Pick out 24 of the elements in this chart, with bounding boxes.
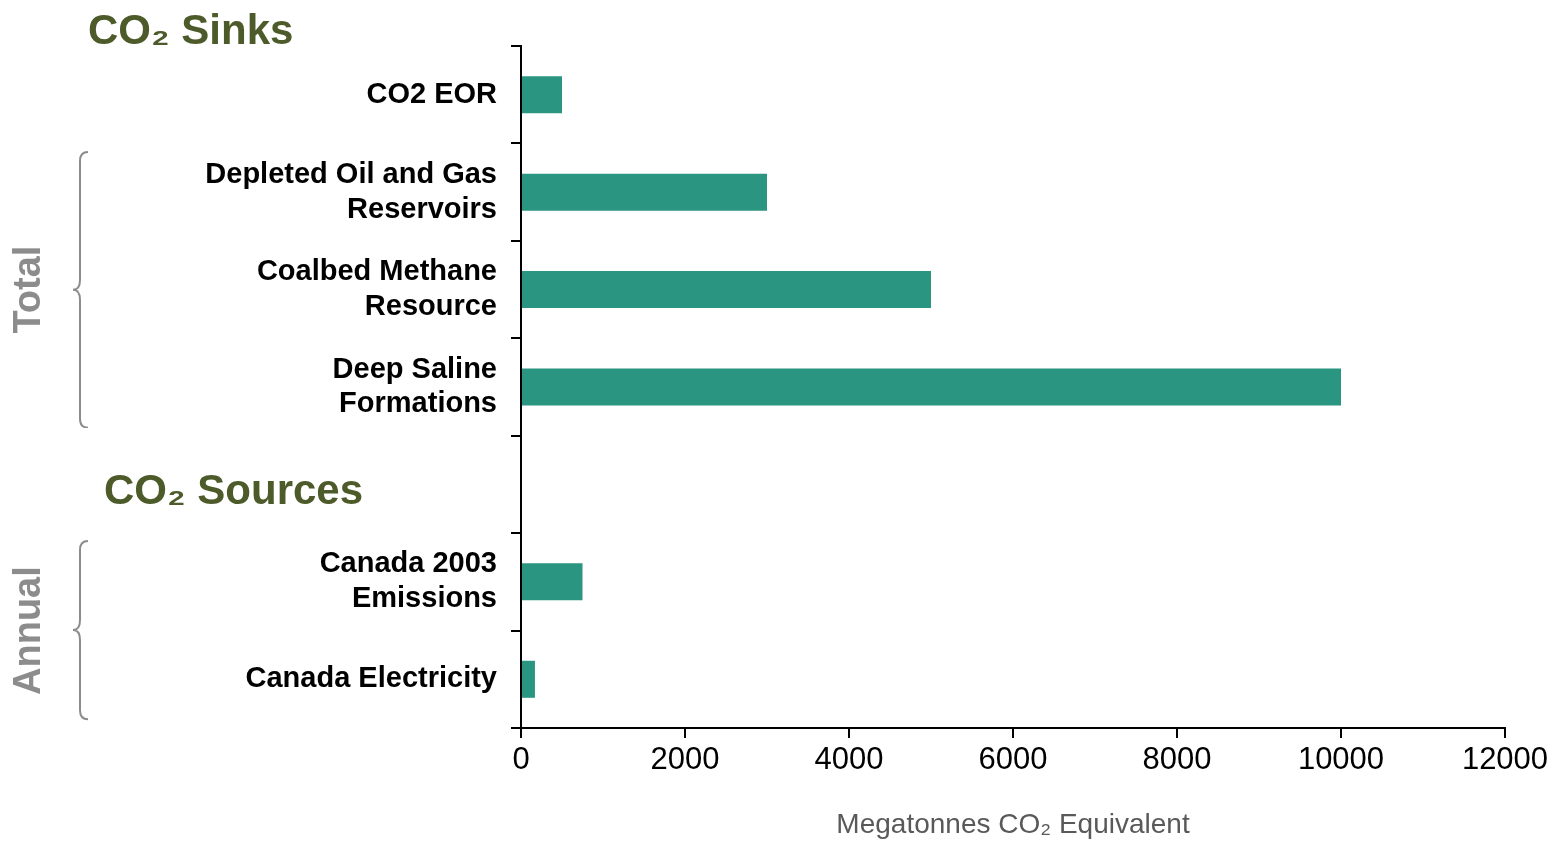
text: CO₂ Sources [104,466,364,514]
x-tick-label: 4000 [814,741,884,777]
bar [522,271,931,309]
text: Total [6,245,49,334]
x-tick-label: 8000 [1142,741,1212,777]
x-axis-title: Megatonnes CO₂ Equivalent [836,807,1190,839]
x-tick-label: 6000 [978,741,1048,777]
x-tick-label: 2000 [650,741,720,777]
x-tick-label: 10000 [1297,741,1385,777]
y-tick-label: Canada 2003 Emissions [319,546,497,614]
chart-title: CO₂ Sinks [88,5,294,53]
y-tick-label: Depleted Oil and Gas Reservoirs [205,156,497,224]
y-tick-label: Canada Electricity [245,661,497,694]
y-tick-label: Coalbed Methane Resource [256,254,497,321]
y-tick-label: CO2 EOR [366,76,498,109]
bar [522,76,562,114]
bar [522,660,535,698]
y-tick-label: Deep Saline Formations [332,351,497,419]
bar [522,563,583,601]
bar [522,173,767,211]
bar [522,368,1341,406]
text: Annual [6,566,49,695]
x-tick-label: 0 [512,741,530,777]
x-tick-label: 12000 [1461,741,1549,777]
